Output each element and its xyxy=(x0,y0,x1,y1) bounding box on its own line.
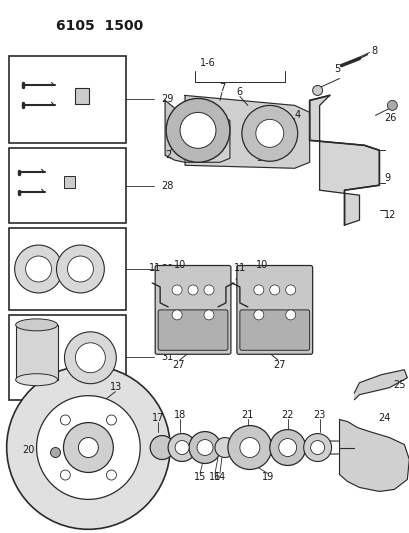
Circle shape xyxy=(75,343,105,373)
Circle shape xyxy=(214,438,234,457)
Circle shape xyxy=(253,285,263,295)
Bar xyxy=(75,88,89,104)
Polygon shape xyxy=(339,419,408,491)
Text: 9: 9 xyxy=(384,173,389,183)
Circle shape xyxy=(67,256,93,282)
Text: 5: 5 xyxy=(334,63,340,74)
Circle shape xyxy=(188,285,198,295)
Circle shape xyxy=(239,438,259,457)
FancyBboxPatch shape xyxy=(239,310,309,350)
Text: 20: 20 xyxy=(22,445,35,455)
Circle shape xyxy=(175,441,189,455)
Circle shape xyxy=(285,310,295,320)
Circle shape xyxy=(172,310,182,320)
Polygon shape xyxy=(309,95,378,225)
Text: 31: 31 xyxy=(161,352,173,362)
Text: 27: 27 xyxy=(171,360,184,370)
Circle shape xyxy=(15,245,62,293)
Text: 17: 17 xyxy=(152,413,164,423)
Text: 13: 13 xyxy=(110,382,122,392)
Text: 3: 3 xyxy=(256,154,262,163)
Circle shape xyxy=(312,85,322,95)
Circle shape xyxy=(241,106,297,161)
Circle shape xyxy=(106,415,116,425)
Circle shape xyxy=(64,332,116,384)
Circle shape xyxy=(180,112,216,148)
Circle shape xyxy=(387,100,396,110)
Circle shape xyxy=(50,448,61,457)
Circle shape xyxy=(63,423,113,472)
Circle shape xyxy=(7,366,170,529)
Bar xyxy=(9,228,126,310)
Circle shape xyxy=(269,285,279,295)
Text: 16: 16 xyxy=(208,472,220,482)
Text: 10: 10 xyxy=(173,260,186,270)
Polygon shape xyxy=(184,95,309,168)
Ellipse shape xyxy=(16,374,57,386)
Text: 18: 18 xyxy=(173,410,186,419)
Circle shape xyxy=(278,439,296,456)
Bar xyxy=(9,315,126,400)
Circle shape xyxy=(56,245,104,293)
Text: 4: 4 xyxy=(294,110,300,120)
Circle shape xyxy=(310,441,324,455)
Circle shape xyxy=(253,310,263,320)
Text: 10: 10 xyxy=(255,260,267,270)
Bar xyxy=(64,176,75,188)
Circle shape xyxy=(25,256,52,282)
Text: 28: 28 xyxy=(161,181,173,191)
Ellipse shape xyxy=(16,319,57,331)
Text: 2: 2 xyxy=(164,150,171,160)
Circle shape xyxy=(60,415,70,425)
FancyBboxPatch shape xyxy=(236,265,312,354)
Circle shape xyxy=(78,438,98,457)
Circle shape xyxy=(204,285,213,295)
Text: 29: 29 xyxy=(161,94,173,104)
Circle shape xyxy=(60,470,70,480)
Circle shape xyxy=(285,285,295,295)
Polygon shape xyxy=(354,370,406,400)
Text: 1-6: 1-6 xyxy=(200,58,215,68)
Circle shape xyxy=(227,425,271,470)
Polygon shape xyxy=(165,100,229,162)
FancyBboxPatch shape xyxy=(155,265,230,354)
Bar xyxy=(16,325,57,379)
Circle shape xyxy=(204,310,213,320)
Text: 21: 21 xyxy=(241,410,254,419)
Text: 26: 26 xyxy=(384,114,396,123)
Text: 6105  1500: 6105 1500 xyxy=(55,19,142,33)
FancyBboxPatch shape xyxy=(158,310,227,350)
Text: 22: 22 xyxy=(281,410,293,419)
Bar xyxy=(9,55,126,143)
Text: 25: 25 xyxy=(392,379,405,390)
Circle shape xyxy=(269,430,305,465)
Circle shape xyxy=(150,435,174,459)
Circle shape xyxy=(168,433,196,462)
Circle shape xyxy=(189,432,220,464)
Circle shape xyxy=(197,440,212,456)
Circle shape xyxy=(303,433,331,462)
Circle shape xyxy=(106,470,116,480)
Text: 19: 19 xyxy=(261,472,273,482)
Circle shape xyxy=(166,99,229,162)
Text: 27: 27 xyxy=(273,360,285,370)
Text: 15: 15 xyxy=(193,472,206,482)
Text: 6: 6 xyxy=(236,87,243,98)
Circle shape xyxy=(172,285,182,295)
Circle shape xyxy=(36,395,140,499)
Text: 24: 24 xyxy=(377,413,390,423)
Text: 14: 14 xyxy=(213,472,225,482)
Text: 12: 12 xyxy=(384,210,396,220)
Text: 23: 23 xyxy=(312,410,325,419)
Text: 30: 30 xyxy=(161,264,173,274)
Text: 11: 11 xyxy=(233,263,245,273)
Bar xyxy=(9,148,126,223)
Text: 11: 11 xyxy=(149,263,161,273)
Text: 8: 8 xyxy=(371,45,377,55)
Text: 7: 7 xyxy=(218,84,225,93)
Circle shape xyxy=(255,119,283,147)
